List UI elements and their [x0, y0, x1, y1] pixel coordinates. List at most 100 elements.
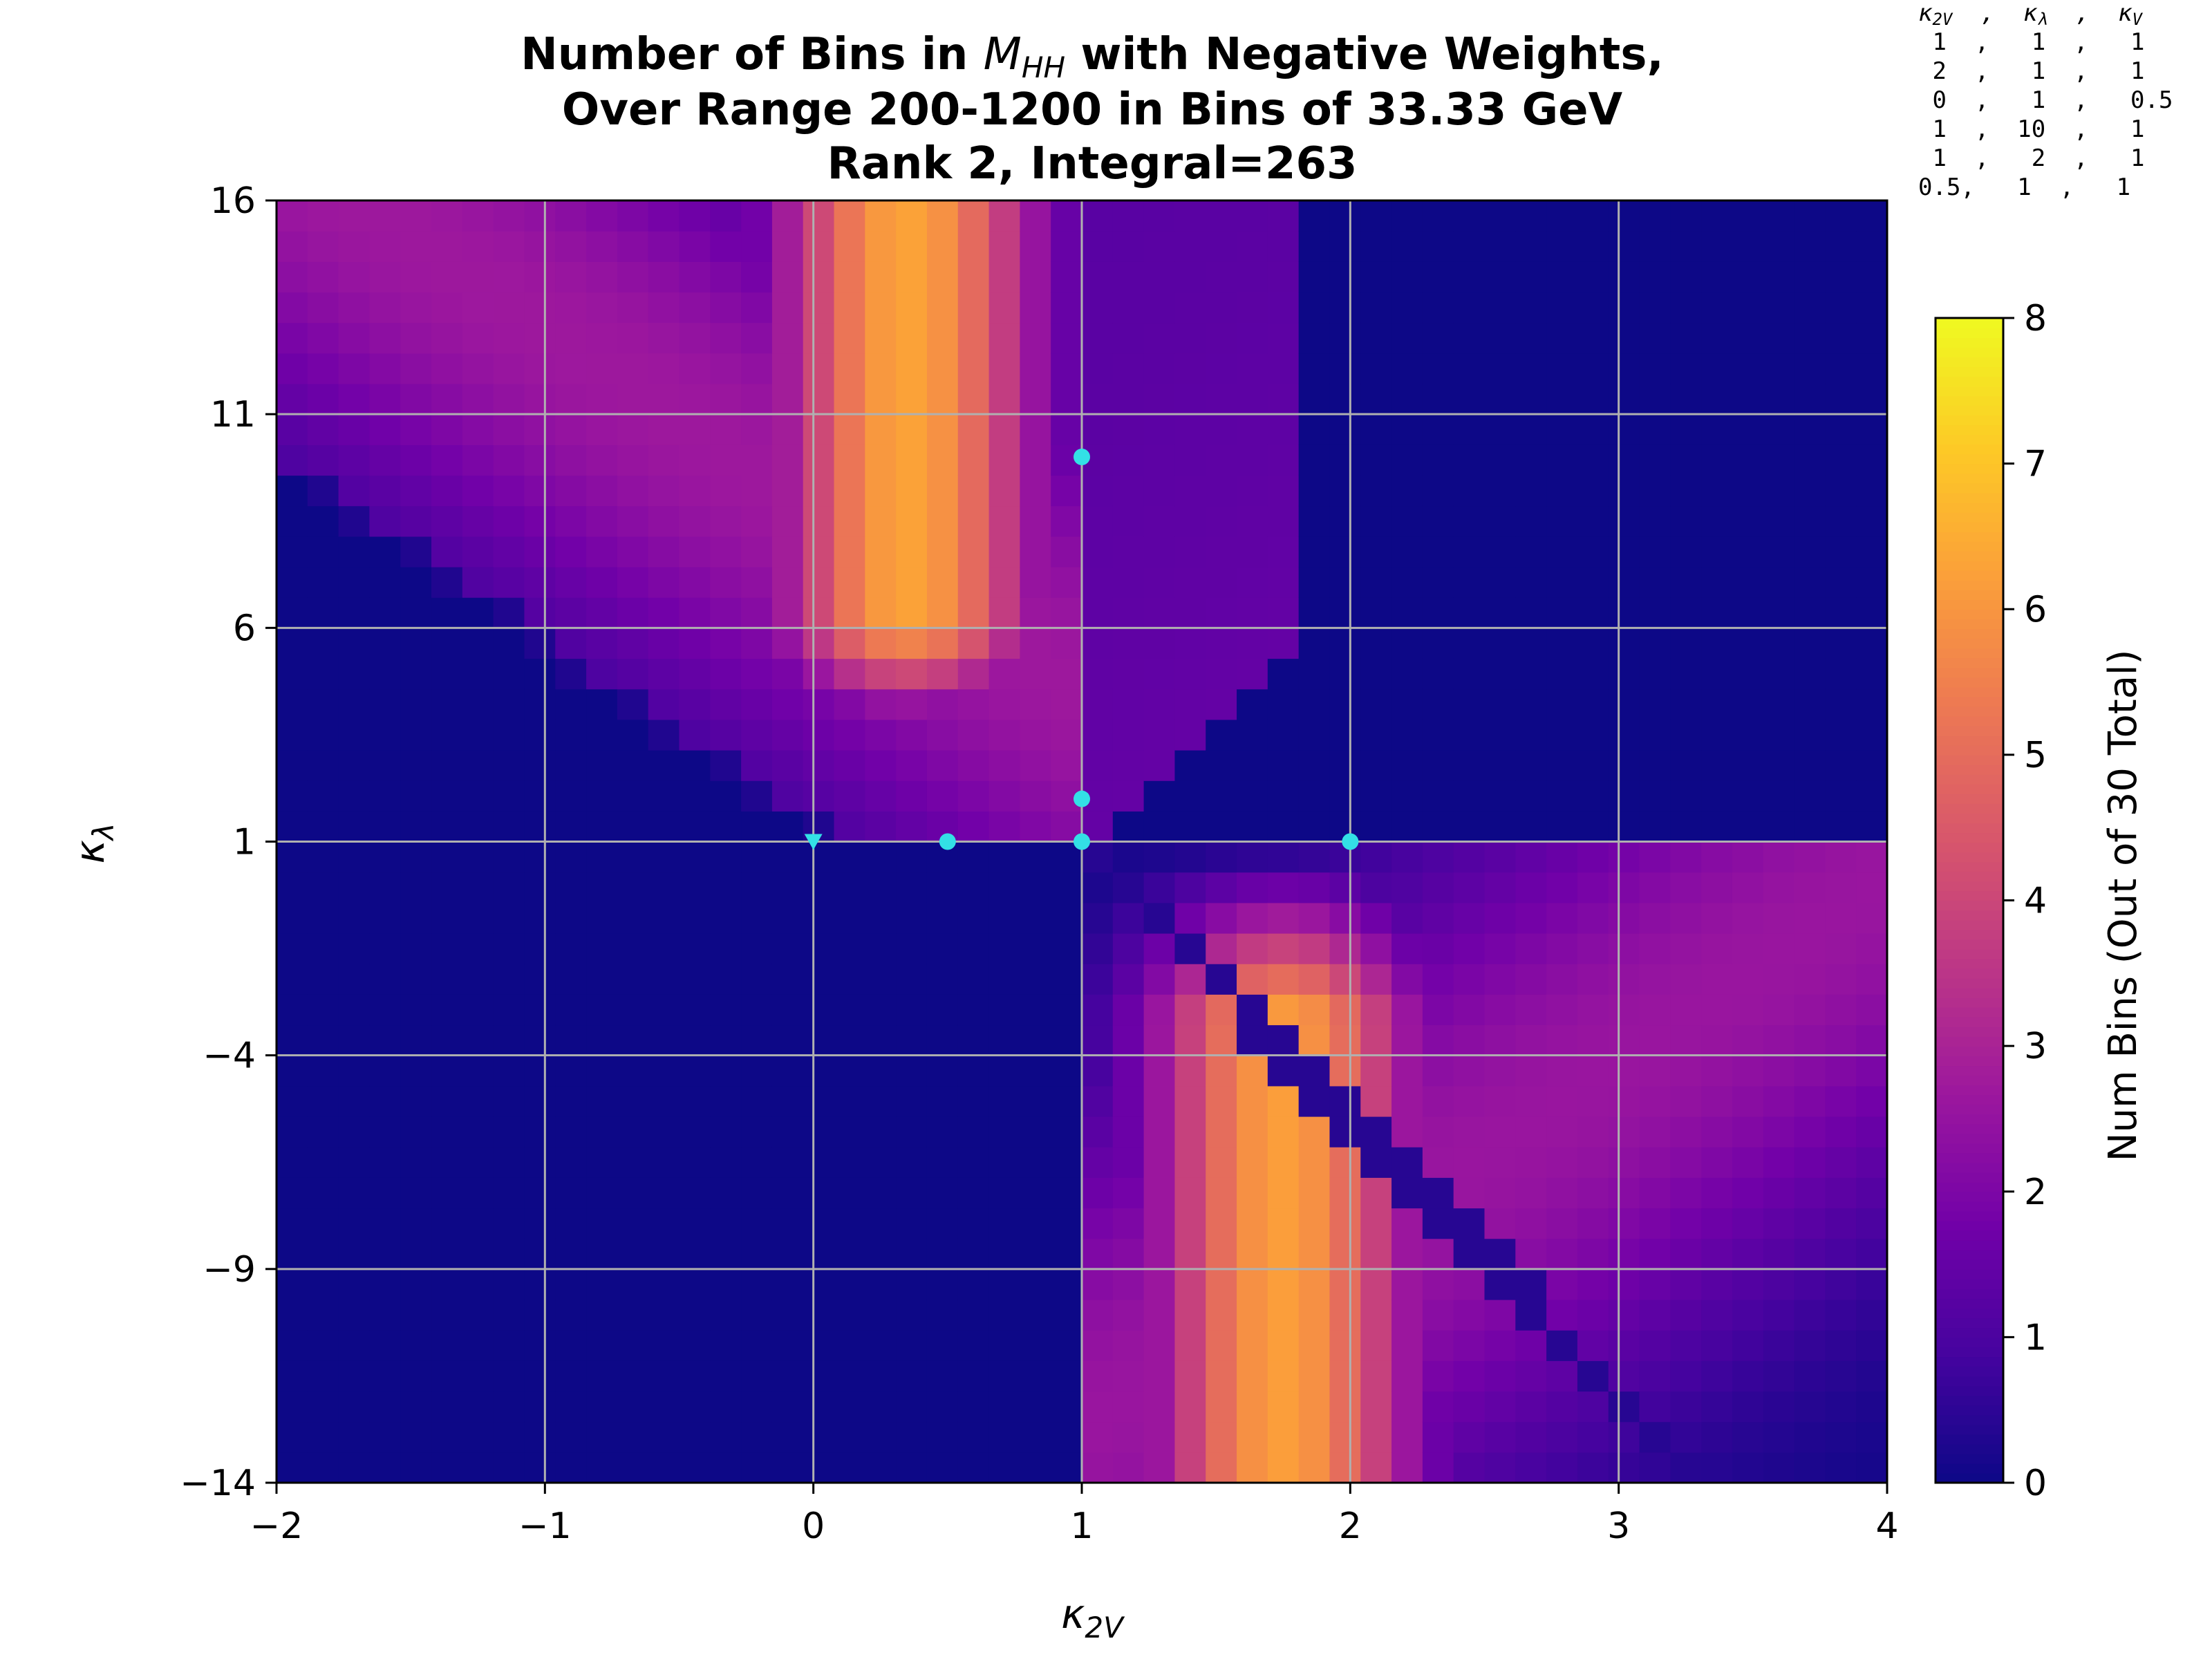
heatmap-cell — [710, 1238, 742, 1270]
heatmap-cell — [648, 1452, 680, 1483]
heatmap-cell — [1360, 567, 1392, 598]
colorbar-segment — [1936, 482, 2003, 494]
heatmap-cell — [1329, 994, 1361, 1026]
heatmap-cell — [1701, 200, 1733, 232]
heatmap-cell — [679, 505, 711, 537]
heatmap-cell — [1484, 964, 1516, 995]
heatmap-cell — [988, 567, 1020, 598]
heatmap-cell — [524, 1055, 556, 1087]
colorbar-segment — [1936, 1259, 2003, 1270]
heatmap-cell — [524, 384, 556, 415]
heatmap-cell — [679, 964, 711, 995]
heatmap-cell — [524, 414, 556, 445]
heatmap-cell — [679, 444, 711, 476]
heatmap-cell — [493, 444, 525, 476]
heatmap-cell — [1082, 1300, 1114, 1331]
heatmap-cell — [1112, 1268, 1145, 1300]
heatmap-cell — [1670, 688, 1702, 720]
heatmap-cell — [834, 261, 865, 293]
heatmap-cell — [926, 1300, 959, 1331]
heatmap-cell — [1298, 719, 1331, 751]
heatmap-cell — [617, 1421, 649, 1453]
heatmap-cell — [771, 1238, 804, 1270]
heatmap-cell — [710, 1452, 742, 1483]
heatmap-cell — [431, 1300, 463, 1331]
heatmap-cell — [1484, 719, 1516, 751]
heatmap-cell — [1237, 536, 1268, 568]
heatmap-cell — [1051, 1330, 1082, 1361]
colorbar-segment — [1936, 599, 2003, 610]
heatmap-cell — [1546, 1208, 1578, 1239]
heatmap-cell — [1856, 292, 1888, 324]
heatmap-cell — [1608, 658, 1640, 690]
heatmap-cell — [1701, 384, 1733, 415]
heatmap-cell — [1237, 994, 1268, 1026]
heatmap-cell — [988, 1208, 1020, 1239]
heatmap-cell — [1206, 200, 1237, 232]
heatmap-cell — [1639, 841, 1671, 873]
heatmap-cell — [338, 750, 371, 781]
heatmap-cell — [1608, 780, 1640, 812]
heatmap-cell — [1112, 384, 1145, 415]
heatmap-cell — [1174, 1024, 1206, 1056]
colorbar-segment — [1936, 376, 2003, 387]
heatmap-cell — [307, 994, 339, 1026]
heatmap-cell — [1794, 933, 1826, 964]
heatmap-cell — [1237, 658, 1268, 690]
heatmap-cell — [1825, 505, 1857, 537]
heatmap-cell — [926, 1452, 959, 1483]
heatmap-cell — [1639, 688, 1671, 720]
heatmap-cell — [834, 597, 865, 628]
heatmap-cell — [524, 1268, 556, 1300]
colorbar-segment — [1936, 337, 2003, 348]
heatmap-cell — [462, 414, 494, 445]
heatmap-cell — [834, 1116, 865, 1147]
heatmap-cell — [1020, 719, 1051, 751]
heatmap-cell — [276, 1360, 308, 1392]
heatmap-cell — [1794, 1055, 1826, 1087]
heatmap-cell — [710, 628, 742, 659]
heatmap-cell — [617, 475, 649, 507]
heatmap-cell — [679, 536, 711, 568]
heatmap-cell — [1360, 231, 1392, 262]
heatmap-cell — [338, 597, 371, 628]
heatmap-cell — [1020, 1452, 1051, 1483]
heatmap-cell — [1360, 384, 1392, 415]
heatmap-cell — [1082, 1177, 1114, 1209]
heatmap-cell — [555, 292, 587, 324]
heatmap-cell — [834, 292, 865, 324]
heatmap-cell — [1329, 1300, 1361, 1331]
heatmap-cell — [648, 780, 680, 812]
heatmap-cell — [648, 658, 680, 690]
heatmap-cell — [1329, 231, 1361, 262]
heatmap-cell — [1237, 414, 1268, 445]
heatmap-cell — [1453, 505, 1485, 537]
heatmap-cell — [1174, 597, 1206, 628]
heatmap-cell — [1237, 1452, 1268, 1483]
heatmap-cell — [369, 1055, 401, 1087]
heatmap-cell — [1237, 1024, 1268, 1056]
heatmap-cell — [1391, 780, 1423, 812]
heatmap-cell — [1453, 688, 1485, 720]
heatmap-cell — [679, 322, 711, 354]
heatmap-cell — [1020, 414, 1051, 445]
heatmap-cell — [1267, 475, 1300, 507]
heatmap-cell — [1082, 475, 1114, 507]
heatmap-cell — [1732, 1208, 1764, 1239]
heatmap-cell — [741, 750, 773, 781]
heatmap-cell — [1422, 414, 1454, 445]
colorbar-segment — [1936, 1434, 2003, 1445]
heatmap-cell — [462, 719, 494, 751]
heatmap-cell — [1298, 1268, 1331, 1300]
heatmap-cell — [586, 658, 618, 690]
colorbar-segment — [1936, 1239, 2003, 1250]
heatmap-cell — [1763, 200, 1795, 232]
heatmap-cell — [1732, 1055, 1764, 1087]
heatmap-cell — [1577, 1116, 1609, 1147]
heatmap-cell — [1082, 1421, 1114, 1453]
heatmap-cell — [1701, 933, 1733, 964]
heatmap-cell — [586, 1085, 618, 1117]
heatmap-cell — [524, 536, 556, 568]
heatmap-cell — [1732, 567, 1764, 598]
heatmap-cell — [1391, 536, 1423, 568]
